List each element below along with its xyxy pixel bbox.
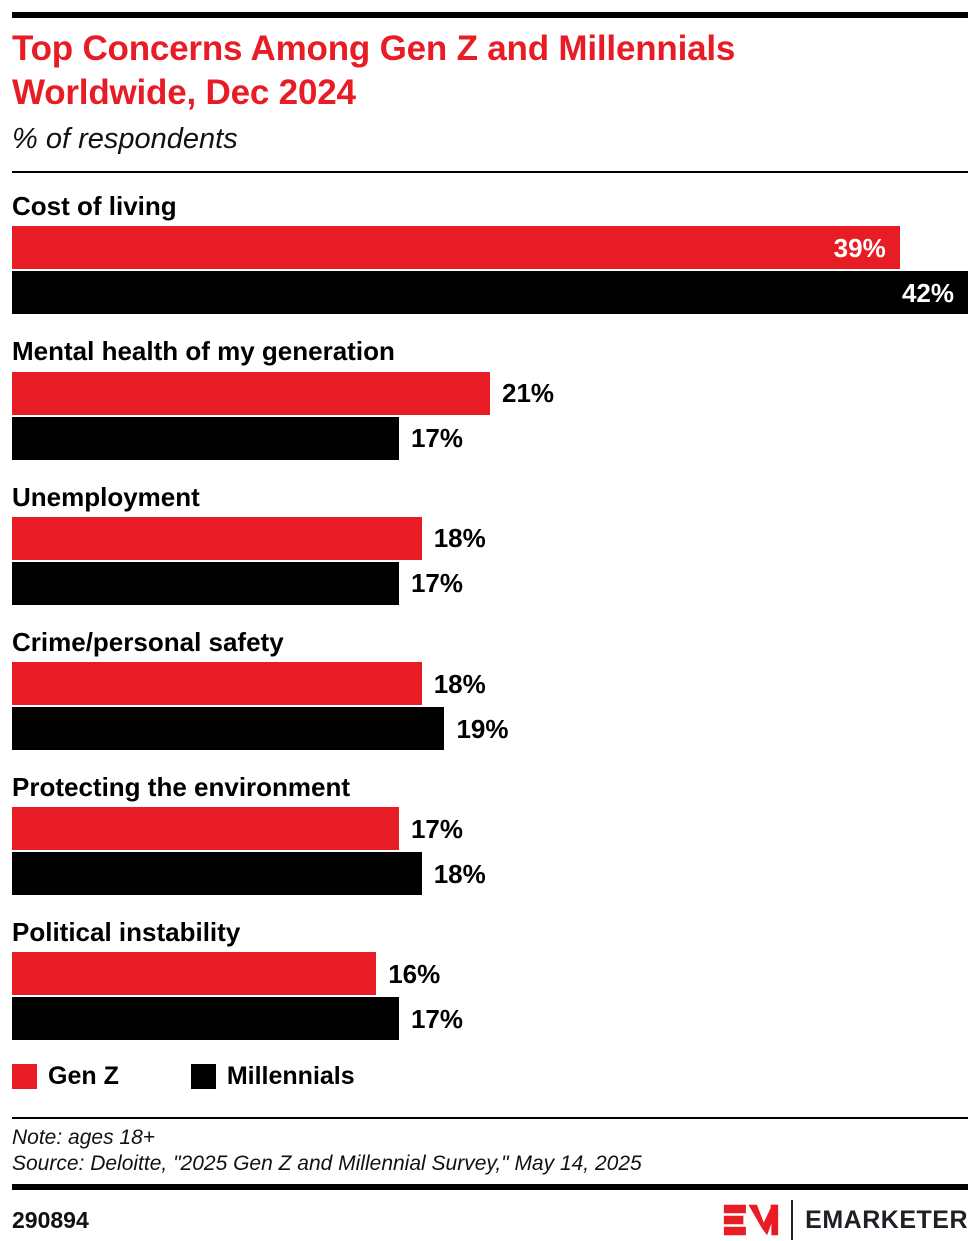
footer-thin-rule [12, 1117, 968, 1120]
page-title-line-1: Top Concerns Among Gen Z and Millennials [12, 29, 736, 68]
category-label: Political instability [12, 917, 241, 948]
bar-row: 19% [12, 707, 968, 751]
bar-row: 16% [12, 952, 968, 996]
footnotes: Note: ages 18+ Source: Deloitte, "2025 G… [12, 1125, 968, 1177]
header-divider [12, 171, 968, 174]
bar-gen-z [12, 371, 490, 415]
chart-id: 290894 [12, 1206, 89, 1233]
bar-millennials [12, 852, 422, 896]
bar-value-label: 39% [833, 232, 886, 263]
chart-group: Mental health of my generation 21% 17% [12, 336, 968, 460]
bar-row: 17% [12, 807, 968, 851]
category-label: Unemployment [12, 481, 200, 512]
note-text: Note: ages 18+ [12, 1126, 156, 1150]
legend-label: Millennials [226, 1062, 355, 1091]
bar-millennials [12, 561, 399, 605]
bar-millennials: 42% [12, 271, 968, 315]
bar-row: 17% [12, 997, 968, 1041]
bar-value-label: 18% [433, 523, 486, 554]
bar-millennials [12, 416, 399, 460]
bar-row: 18% [12, 516, 968, 560]
category-label: Crime/personal safety [12, 626, 284, 657]
chart-legend: Gen Z Millennials [12, 1062, 968, 1091]
source-text: Source: Deloitte, "2025 Gen Z and Millen… [12, 1152, 642, 1176]
legend-label: Gen Z [48, 1062, 119, 1091]
chart-group: Crime/personal safety 18% 19% [12, 626, 968, 751]
top-rule [12, 12, 968, 18]
chart-group: Protecting the environment 17% 18% [12, 772, 968, 896]
bar-gen-z [12, 952, 377, 996]
bar-value-label: 17% [410, 1003, 463, 1034]
bar-gen-z [12, 662, 422, 706]
category-label: Mental health of my generation [12, 336, 395, 367]
bar-value-label: 17% [410, 423, 463, 454]
chart-page: { "accent_red": "#e81c24", "header": { "… [0, 12, 980, 1241]
bar-gen-z: 39% [12, 226, 900, 270]
legend-item: Millennials [190, 1062, 355, 1091]
bar-millennials [12, 707, 445, 751]
category-label: Cost of living [12, 191, 177, 222]
bar-gen-z [12, 516, 422, 560]
bar-row: 21% [12, 371, 968, 415]
page-title-line-2: Worldwide, Dec 2024 [12, 72, 356, 112]
bar-row: 42% [12, 271, 968, 315]
footer-thick-rule [12, 1184, 968, 1191]
bar-value-label: 17% [410, 813, 463, 844]
brand-block: EMARKETER [723, 1199, 968, 1241]
brand-divider [791, 1200, 794, 1241]
bar-row: 17% [12, 416, 968, 460]
bar-row: 18% [12, 662, 968, 706]
page-title: Top Concerns Among Gen Z and Millennials… [12, 27, 968, 115]
legend-swatch [12, 1064, 37, 1090]
bar-row: 39% [12, 226, 968, 270]
bar-value-label: 16% [388, 958, 441, 989]
legend-item: Gen Z [12, 1062, 119, 1091]
bar-gen-z [12, 807, 399, 851]
bar-value-label: 21% [502, 378, 555, 409]
bar-value-label: 17% [410, 568, 463, 599]
category-label: Protecting the environment [12, 772, 351, 803]
bar-value-label: 18% [433, 858, 486, 889]
emarketer-logo-icon [724, 1205, 779, 1236]
bar-value-label: 19% [456, 713, 509, 744]
chart-group: Cost of living 39% 42% [12, 191, 968, 315]
brand-name: EMARKETER [805, 1205, 968, 1234]
chart-group: Unemployment 18% 17% [12, 482, 968, 605]
legend-swatch [190, 1064, 216, 1090]
bar-value-label: 18% [433, 668, 486, 699]
chart-group: Political instability 16% 17% [12, 917, 968, 1041]
bar-value-label: 42% [901, 277, 954, 308]
bar-chart: Cost of living 39% 42% Mental health of my … [12, 191, 968, 1041]
chart-subtitle: % of respondents [12, 122, 238, 155]
bar-millennials [12, 997, 399, 1041]
footer-bottom-row: 290894 EMARKETER [12, 1199, 968, 1241]
bar-row: 17% [12, 561, 968, 605]
bar-row: 18% [12, 852, 968, 896]
